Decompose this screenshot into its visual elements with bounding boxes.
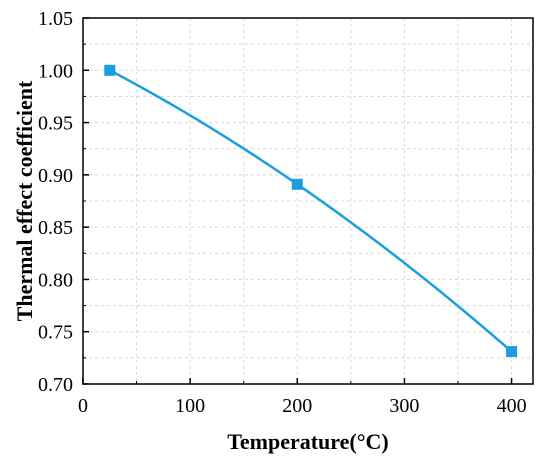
x-tick-label: 300 — [389, 395, 419, 417]
x-axis-title: Temperature(°C) — [227, 429, 389, 454]
x-tick-label: 200 — [282, 395, 312, 417]
x-tick-label: 0 — [78, 395, 88, 417]
series-line — [109, 69, 513, 353]
y-tick-label: 1.05 — [38, 8, 73, 30]
gridlines — [83, 18, 533, 384]
y-tick-label: 1.00 — [38, 60, 73, 82]
series-layer — [109, 69, 513, 353]
y-tick-label: 0.75 — [38, 322, 73, 344]
data-point-marker — [506, 346, 518, 358]
data-point-marker — [291, 178, 303, 190]
y-axis-title: Thermal effect coefficient — [12, 80, 37, 321]
data-markers — [104, 64, 518, 358]
y-tick-label: 0.90 — [38, 165, 73, 187]
x-tick-labels: 0 100 200 300 400 — [78, 395, 527, 417]
axis-ticks — [82, 17, 513, 385]
y-tick-labels: 0.70 0.75 0.80 0.85 0.90 0.95 1.00 1.05 — [38, 8, 73, 396]
x-tick-label: 100 — [175, 395, 205, 417]
x-tick-label: 400 — [497, 395, 527, 417]
data-point-marker — [104, 64, 116, 76]
y-tick-label: 0.85 — [38, 217, 73, 239]
y-tick-label: 0.95 — [38, 113, 73, 135]
y-tick-label: 0.80 — [38, 269, 73, 291]
y-tick-label: 0.70 — [38, 374, 73, 396]
